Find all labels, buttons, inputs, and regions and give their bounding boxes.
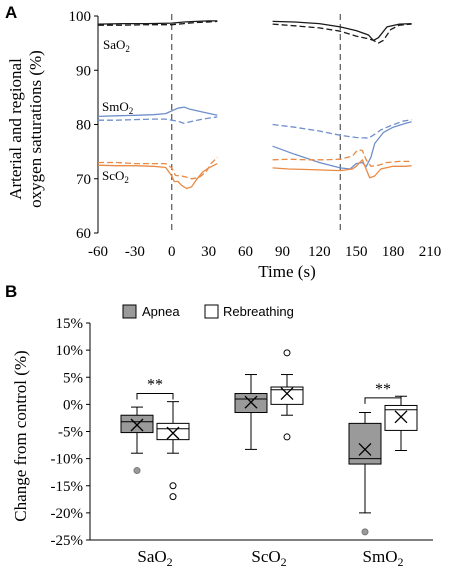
x-tick-label: -60 [88,244,108,260]
category-label: SaO2 [137,547,172,569]
sao2-solid-line [97,20,218,25]
rebreathing-box-0 [156,422,190,441]
x-tick-label: 210 [419,244,442,260]
smo2-solid-line [97,106,218,118]
x-axis-title: Time (s) [258,262,315,281]
apnea-box-2-outlier [361,528,369,536]
y-tick-label: 80 [76,118,91,134]
significance-bracket [136,393,174,400]
sco2-dashed-line [98,156,218,180]
rebreathing-box-0-mean-marker [166,426,180,440]
sao2-solid-line [272,20,412,42]
panel-a-ticks: 60 70 80 90 100 -60 -30 0 30 60 90 120 150 180 210 [69,9,442,260]
rebreathing-box-2 [384,404,418,431]
x-tick-label: 180 [382,244,405,260]
rebreathing-box-1-outlier [283,349,291,357]
x-tick-label: 0 [168,244,176,260]
smo2-series-label: SmO2 [102,99,133,116]
sao2-dashed-line [98,20,218,26]
y-tick-label-b: 0% [63,397,83,413]
panel-b-boxes: ** ** [120,349,418,536]
rebreathing-box-1-mean-marker [280,387,294,400]
significance-label: ** [375,381,391,398]
x-tick-label: 60 [238,244,253,260]
y-tick-label: 100 [69,9,92,25]
significance-bracket [364,397,402,404]
x-tick-label: 150 [345,244,368,260]
box-chart-panel-b: Change from control (%) Apnea Rebreathin… [11,304,433,569]
smo2-dashed-line [272,118,412,139]
sco2-solid-line [97,163,218,190]
y-tick-label-b: -25% [51,533,84,549]
legend-label-apnea: Apnea [142,304,180,319]
y-tick-label-b: -20% [51,506,84,522]
sco2-dashed-line [272,149,412,167]
y-axis-title-line1: Arterial and regional [6,58,25,200]
apnea-box-0 [120,414,154,434]
rebreathing-box-2-mean-marker [394,410,408,424]
sao2-dashed-line [272,23,412,44]
rebreathing-box-1-outlier [283,433,291,441]
rebreathing-box-1 [270,386,304,405]
x-tick-label: -30 [125,244,145,260]
panel-a-series-labels: SaO2 SmO2 ScO2 [102,37,133,185]
y-tick-label: 70 [76,172,91,188]
legend-label-rebreathing: Rebreathing [223,304,294,319]
y-tick-label: 90 [76,63,91,79]
y-tick-label-b: -5% [58,425,83,441]
y-tick-label-b: -15% [51,479,84,495]
smo2-dashed-line [98,116,218,125]
legend: Apnea Rebreathing [122,304,294,319]
line-chart-panel-a: Arterial and regional oxygen saturations… [6,9,441,281]
panel-letter-a: A [5,3,17,22]
panel-b-ticks: -25% -20% -15% -10% -5% 0% 5% 10% 15% SaO2 ScO2 SmO… [51,316,433,569]
legend-swatch-apnea [122,304,137,319]
y-axis-title-b: Change from control (%) [11,350,30,521]
apnea-box-0-outlier [133,467,141,475]
apnea-box-2 [348,422,382,465]
sco2-solid-line [272,159,412,179]
sco2-series-label: ScO2 [102,168,129,185]
apnea-box-0-mean-marker [130,418,144,432]
y-tick-label-b: 15% [56,316,84,332]
x-tick-label: 120 [308,244,331,260]
category-label: ScO2 [251,547,286,569]
apnea-box-2-mean-marker [358,442,372,456]
x-tick-label: 30 [201,244,216,260]
significance-label: ** [147,377,163,394]
y-tick-label-b: -10% [51,452,84,468]
panel-letter-b: B [5,282,17,301]
legend-swatch-rebreathing [204,304,219,319]
y-tick-label: 60 [76,226,91,242]
panel-a-series [97,14,412,233]
category-label: SmO2 [363,547,404,569]
rebreathing-box-0-outlier [169,482,177,490]
apnea-box-1-mean-marker [244,395,258,409]
y-axis-title-line2: oxygen saturations (%) [26,50,45,208]
y-tick-label-b: 5% [63,370,83,386]
y-tick-label-b: 10% [56,343,84,359]
sao2-series-label: SaO2 [103,37,130,54]
rebreathing-box-0-outlier [169,493,177,501]
x-tick-label: 90 [275,244,290,260]
